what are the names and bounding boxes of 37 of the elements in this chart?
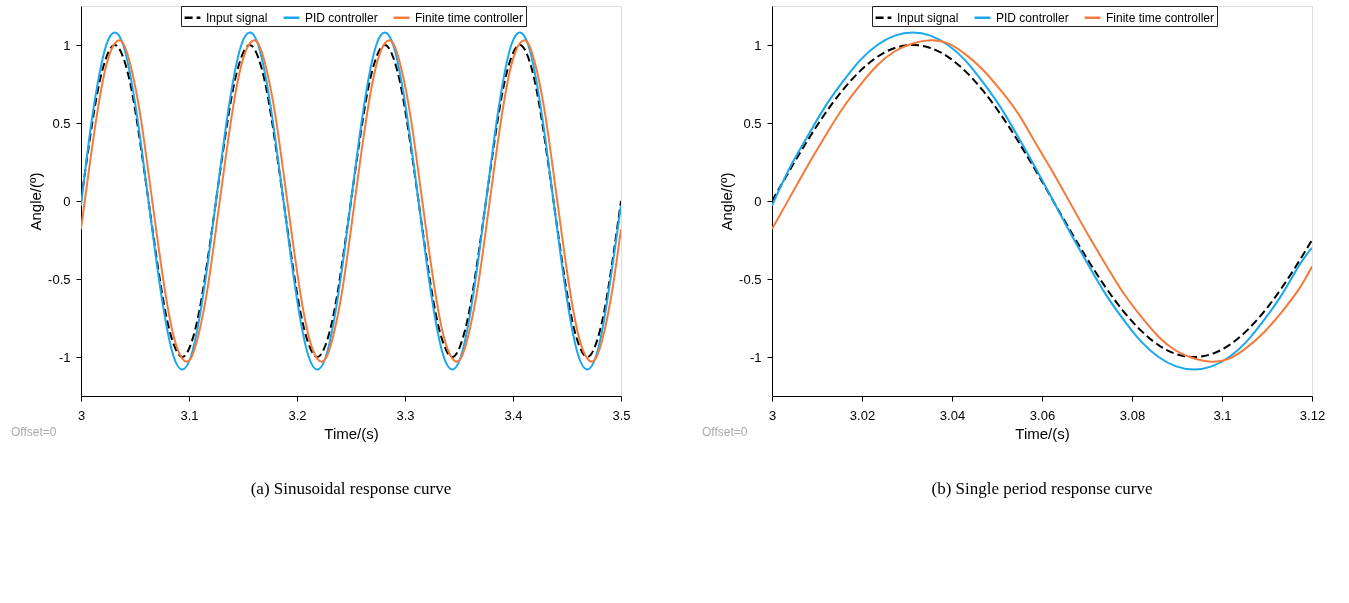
y-tick-label: 0 xyxy=(63,193,71,209)
x-tick-label: 3.06 xyxy=(1029,407,1056,423)
text: Offset=0 xyxy=(11,425,57,439)
y-tick-label: -0.5 xyxy=(739,271,762,287)
legend-label: Input signal xyxy=(897,10,959,25)
y-tick-label: -0.5 xyxy=(48,271,71,287)
x-tick-label: 3.04 xyxy=(939,407,966,423)
x-tick-label: 3 xyxy=(77,407,86,423)
y-axis-title: Angle/(º) xyxy=(27,172,45,231)
legend-label: Finite time controller xyxy=(1106,10,1215,25)
legend-label: PID controller xyxy=(996,10,1069,25)
x-tick-label: 3 xyxy=(768,407,777,423)
x-tick-label: 3.5 xyxy=(612,407,631,423)
x-tick-label: 3.1 xyxy=(1213,407,1232,423)
x-tick-label: 3.02 xyxy=(849,407,876,423)
x-tick-label: 3.4 xyxy=(504,407,523,423)
y-tick-label: -1 xyxy=(58,349,71,365)
x-tick-label: 3.08 xyxy=(1119,407,1146,423)
y-tick-label: 1 xyxy=(63,37,71,53)
text: Offset=0 xyxy=(702,425,748,439)
x-tick-label: 3.12 xyxy=(1299,407,1326,423)
text: (b) Single period response curve xyxy=(931,479,1153,498)
x-tick-label: 3.2 xyxy=(288,407,307,423)
x-axis-title: Time/(s) xyxy=(324,424,379,442)
legend-label: Finite time controller xyxy=(415,10,524,25)
legend-label: Input signal xyxy=(206,10,268,25)
y-axis-title: Angle/(º) xyxy=(718,172,736,231)
y-tick-label: -1 xyxy=(749,349,762,365)
y-tick-label: 0.5 xyxy=(52,115,71,131)
x-tick-label: 3.3 xyxy=(396,407,415,423)
legend-label: PID controller xyxy=(305,10,378,25)
x-axis-title: Time/(s) xyxy=(1015,424,1070,442)
text: (a) Sinusoidal response curve xyxy=(250,479,452,498)
y-tick-label: 0.5 xyxy=(743,115,762,131)
x-tick-label: 3.1 xyxy=(180,407,199,423)
y-tick-label: 0 xyxy=(754,193,762,209)
y-tick-label: 1 xyxy=(754,37,762,53)
